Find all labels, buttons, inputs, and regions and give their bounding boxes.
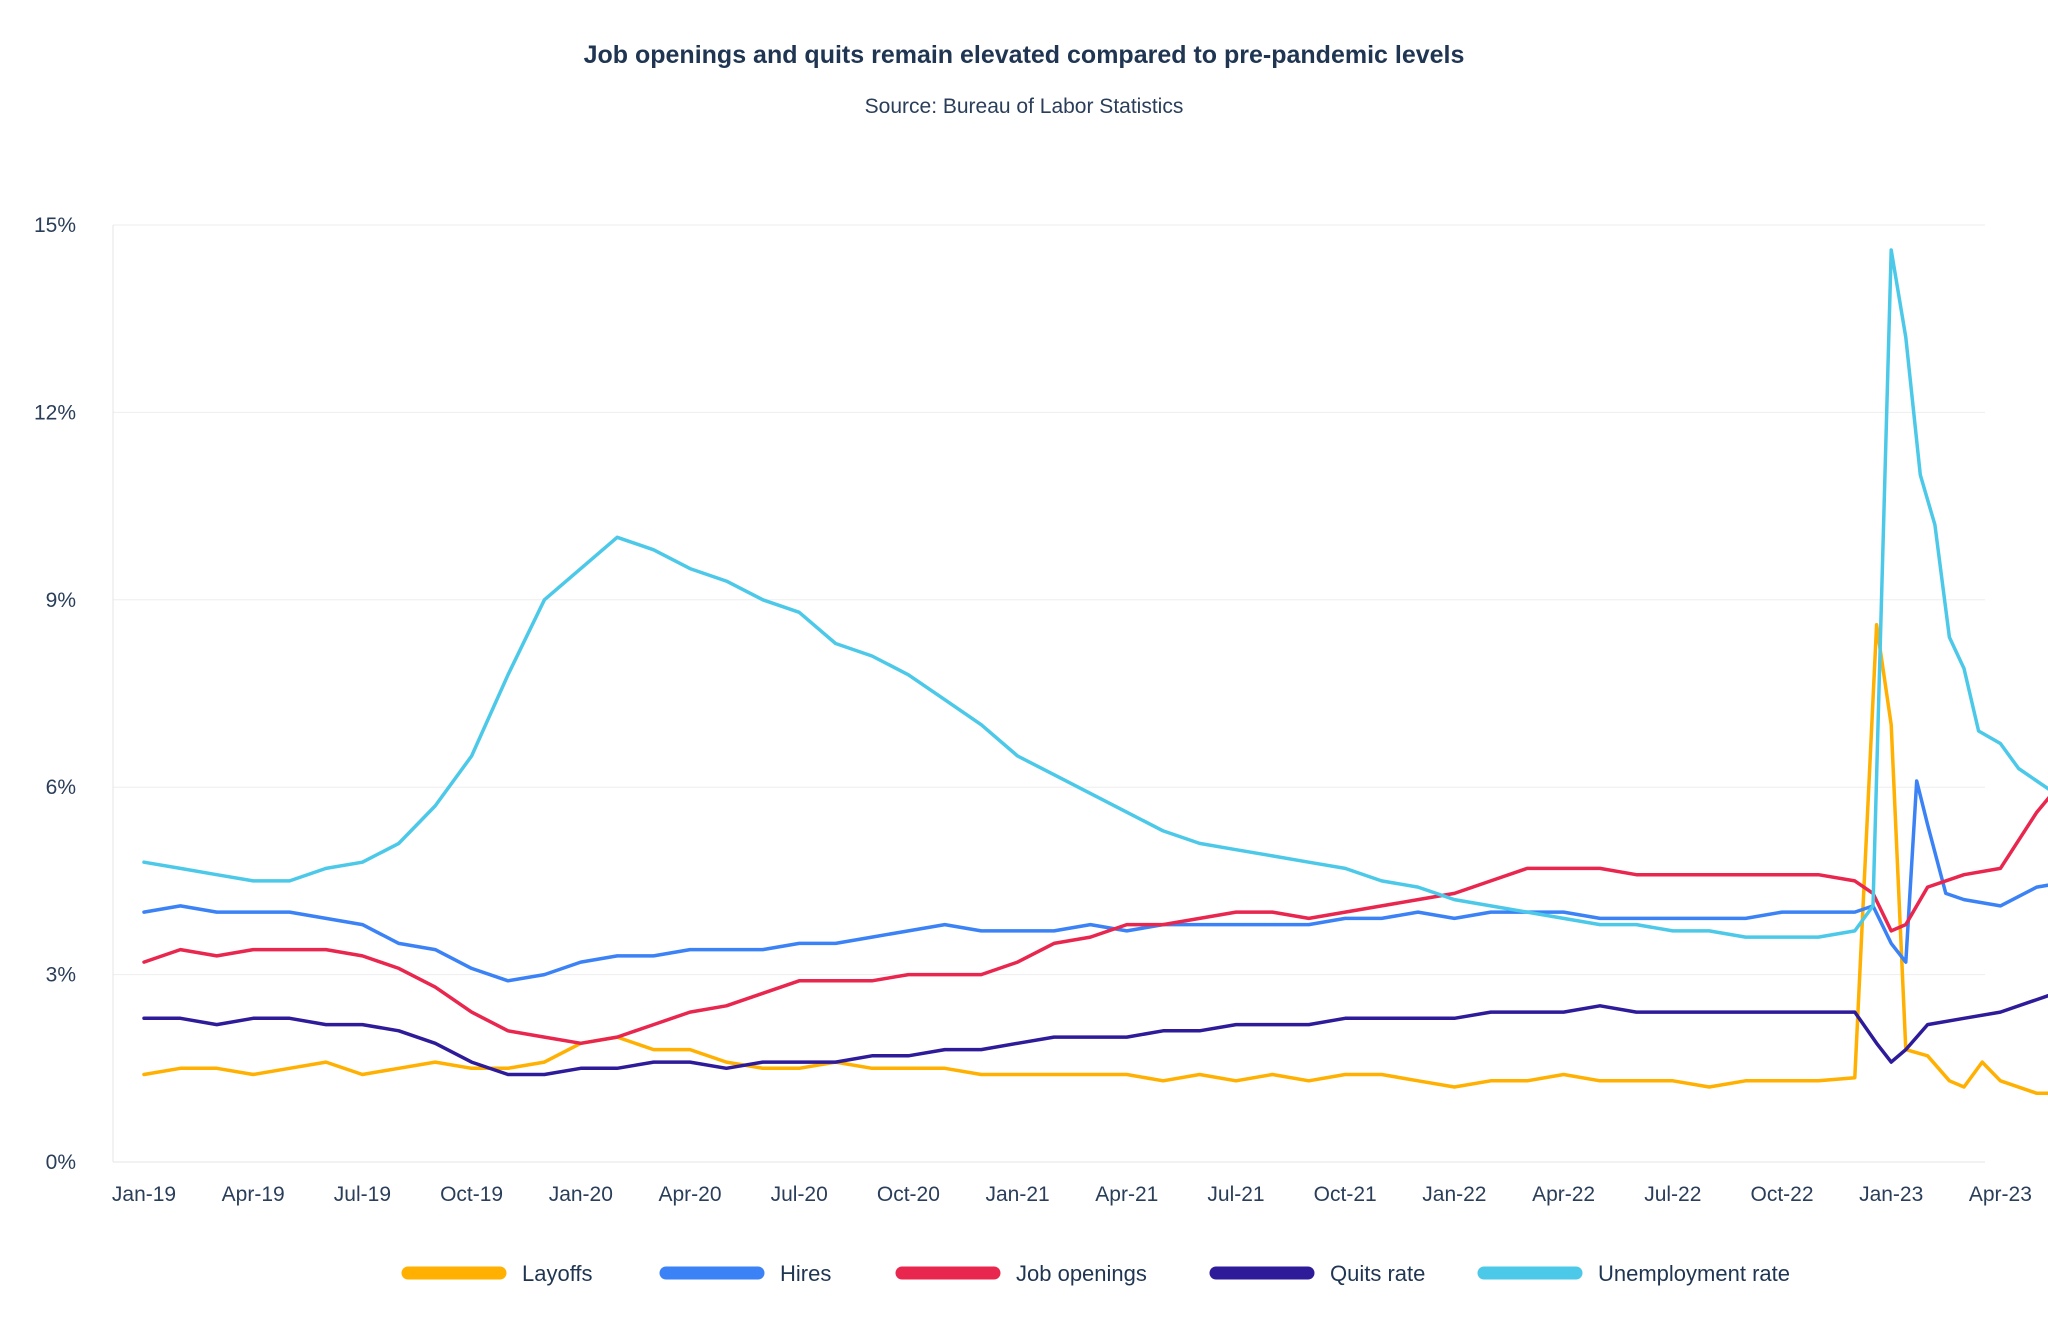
x-tick-label: Jul-22 <box>1644 1183 1701 1206</box>
legend-label-layoffs: Layoffs <box>522 1261 593 1286</box>
x-tick-label: Apr-23 <box>1969 1183 2032 1206</box>
series-line-layoffs <box>142 623 2048 1096</box>
y-axis-ticks: 0% 3% 6% 9% 12% 15% <box>34 214 76 1174</box>
legend-label-hires: Hires <box>780 1261 831 1286</box>
series-line-quits-rate <box>142 993 2048 1077</box>
x-tick-label: Jan-22 <box>1422 1183 1486 1206</box>
y-tick-label: 3% <box>46 964 76 987</box>
series-line-job-openings <box>142 796 2048 1046</box>
x-tick-label: Jul-21 <box>1207 1183 1264 1206</box>
series-lines <box>142 248 2048 1096</box>
series-line-unemployment-rate <box>142 248 2048 939</box>
x-tick-label: Apr-19 <box>222 1183 285 1206</box>
x-axis-ticks: Jan-19 Apr-19 Jul-19 Oct-19 Jan-20 Apr-20 Jul-… <box>112 1183 2032 1206</box>
x-tick-label: Oct-21 <box>1314 1183 1377 1206</box>
x-tick-label: Jul-19 <box>334 1183 391 1206</box>
y-tick-label: 6% <box>46 776 76 799</box>
y-tick-label: 9% <box>46 589 76 612</box>
legend-label-unemployment-rate: Unemployment rate <box>1598 1261 1790 1286</box>
x-tick-label: Oct-19 <box>440 1183 503 1206</box>
x-tick-label: Jan-21 <box>985 1183 1049 1206</box>
x-tick-label: Apr-21 <box>1095 1183 1158 1206</box>
x-tick-label: Jan-23 <box>1859 1183 1923 1206</box>
x-tick-label: Jan-20 <box>549 1183 613 1206</box>
y-tick-label: 0% <box>46 1151 76 1174</box>
x-tick-label: Apr-22 <box>1532 1183 1595 1206</box>
legend-label-quits-rate: Quits rate <box>1330 1261 1425 1286</box>
x-tick-label: Jan-19 <box>112 1183 176 1206</box>
x-tick-label: Jul-20 <box>771 1183 828 1206</box>
chart-subtitle: Source: Bureau of Labor Statistics <box>865 95 1184 118</box>
x-tick-label: Oct-20 <box>877 1183 940 1206</box>
grid <box>113 224 1985 976</box>
y-tick-label: 15% <box>34 214 76 237</box>
series-line-hires <box>142 779 2048 983</box>
chart-title: Job openings and quits remain elevated c… <box>584 41 1465 69</box>
x-tick-label: Apr-20 <box>658 1183 721 1206</box>
legend: Layoffs Hires Job openings Quits rate Unempl… <box>401 1261 1790 1286</box>
y-tick-label: 12% <box>34 401 76 424</box>
x-tick-label: Oct-22 <box>1750 1183 1813 1206</box>
legend-label-job-openings: Job openings <box>1016 1261 1147 1286</box>
